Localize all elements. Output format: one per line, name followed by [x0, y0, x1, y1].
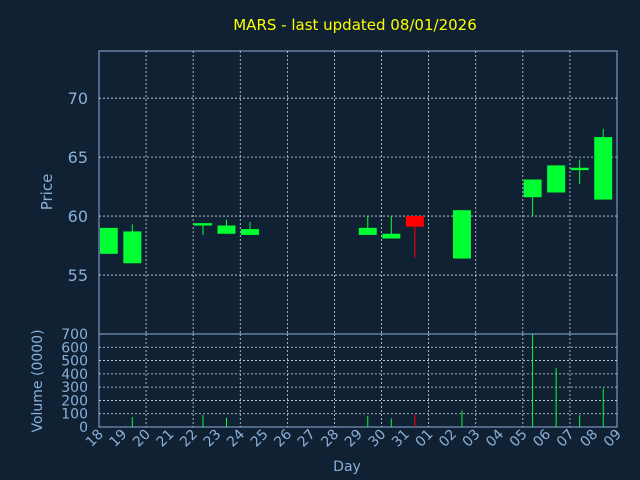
price-tick-label: 65 — [68, 148, 88, 167]
candle-body — [547, 165, 566, 193]
volume-tick-label: 200 — [61, 393, 88, 409]
x-tick-label: 06 — [530, 426, 554, 450]
candle-body — [452, 210, 471, 259]
x-tick-label: 09 — [601, 427, 625, 451]
candle-body — [358, 227, 377, 235]
x-tick-label: 02 — [436, 427, 460, 451]
volume-tick-label: 700 — [61, 327, 88, 343]
x-tick-label: 23 — [201, 427, 225, 451]
x-tick-label: 22 — [177, 427, 201, 451]
x-tick-label: 29 — [342, 427, 366, 451]
candle-body — [241, 229, 260, 235]
candle-body — [193, 223, 212, 226]
x-tick-label: 03 — [460, 427, 484, 451]
x-tick-label: 04 — [483, 426, 507, 450]
x-tick-label: 05 — [507, 427, 531, 451]
candle-body — [382, 233, 401, 239]
x-tick-label: 27 — [295, 427, 319, 451]
candle-body — [570, 167, 589, 171]
x-tick-label: 08 — [577, 427, 601, 451]
price-tick-label: 55 — [68, 266, 88, 285]
candle-body — [217, 225, 236, 234]
x-axis-label: Day — [333, 459, 361, 475]
x-tick-label: 01 — [413, 427, 437, 451]
candle-body — [100, 227, 118, 254]
price-axis-label: Price — [38, 174, 56, 211]
x-tick-label: 19 — [106, 427, 130, 451]
price-tick-label: 60 — [68, 207, 88, 226]
x-tick-label: 25 — [248, 427, 272, 451]
volume-tick-label: 400 — [61, 367, 88, 383]
candle-body — [523, 179, 542, 198]
x-tick-label: 26 — [271, 426, 295, 450]
volume-tick-label: 300 — [61, 380, 88, 396]
volume-tick-label: 500 — [61, 354, 88, 370]
volume-tick-label: 100 — [61, 407, 88, 423]
x-tick-label: 20 — [130, 427, 154, 451]
price-panel: 55 60 65 70 — [68, 50, 618, 335]
x-tick-label: 07 — [554, 427, 578, 451]
volume-frame — [98, 333, 618, 428]
volume-axis-label: Volume (0000) — [30, 329, 46, 432]
candle-body — [123, 231, 142, 264]
price-tick-label: 70 — [68, 89, 88, 108]
x-tick-label: 21 — [154, 427, 178, 451]
candle-body — [594, 137, 613, 200]
x-tick-label: 30 — [365, 427, 389, 451]
chart-title: MARS - last updated 08/01/2026 — [233, 16, 477, 34]
candle-body — [405, 216, 424, 227]
x-tick-label: 28 — [318, 427, 342, 451]
x-tick-label: 24 — [224, 426, 248, 450]
x-tick-label: 31 — [389, 427, 413, 451]
volume-tick-label: 600 — [61, 340, 88, 356]
volume-tick-label: 0 — [79, 420, 88, 436]
